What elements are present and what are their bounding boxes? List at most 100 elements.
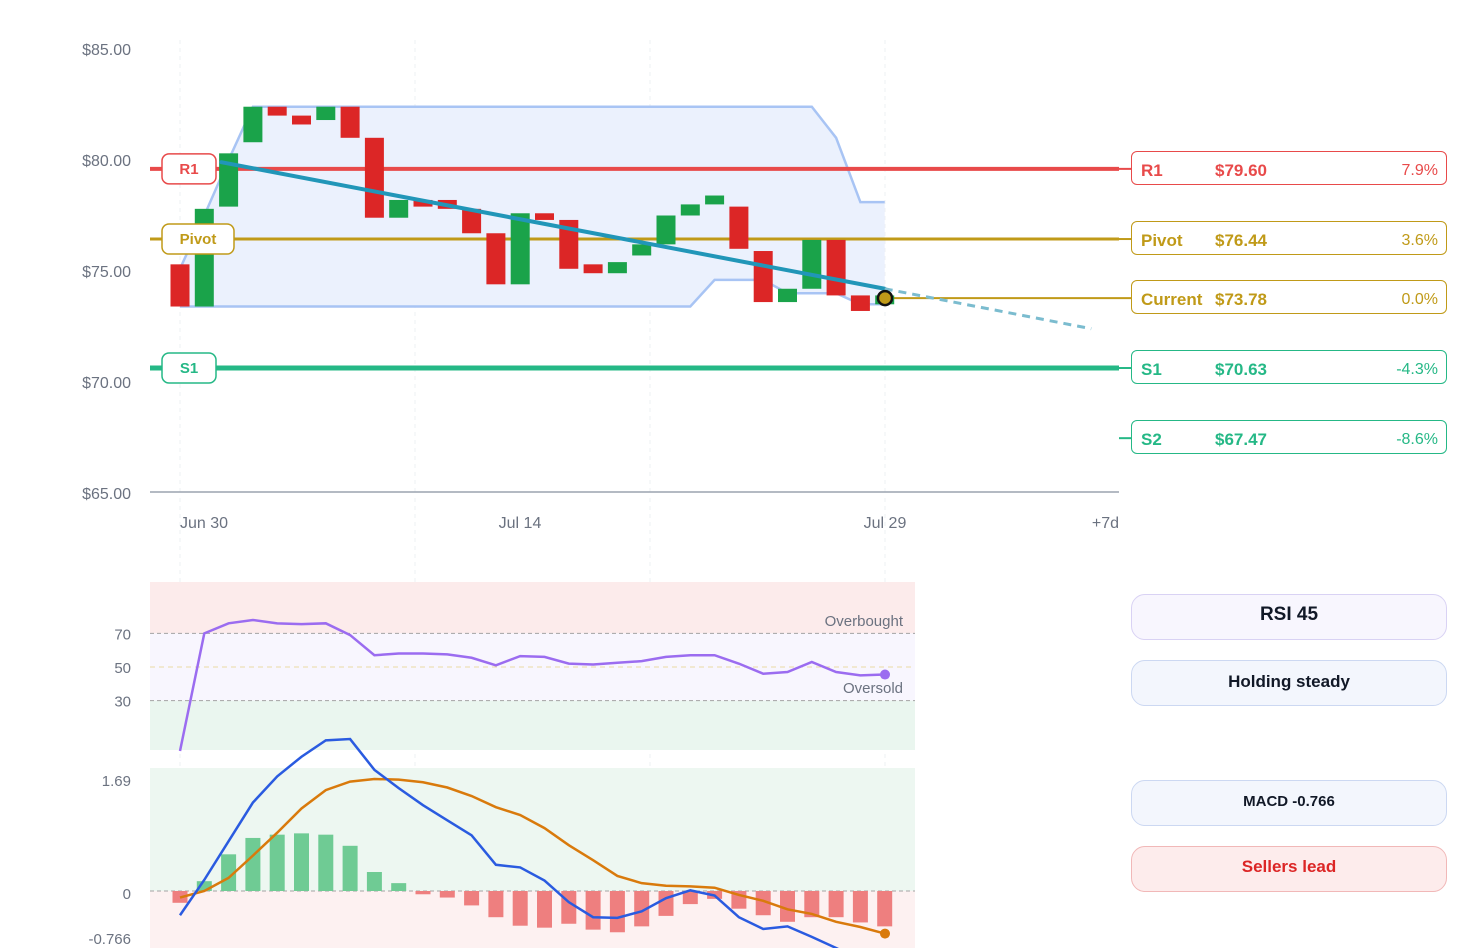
candle bbox=[850, 295, 870, 311]
current-price-marker bbox=[876, 289, 894, 307]
candle bbox=[292, 115, 311, 125]
level-name: S1 bbox=[1141, 360, 1162, 379]
macd-histogram-bar bbox=[488, 891, 504, 918]
macd-positive-zone bbox=[150, 768, 915, 891]
trend-projection-line bbox=[884, 287, 1092, 331]
macd-histogram-bar bbox=[512, 891, 528, 926]
macd-value-card: MACD -0.766 bbox=[1131, 780, 1447, 826]
trend-line bbox=[219, 160, 887, 291]
r1-tag bbox=[161, 153, 217, 185]
rsi-tick-label: 70 bbox=[114, 626, 131, 643]
s1-tag-label: S1 bbox=[180, 360, 198, 377]
macd-histogram-bar bbox=[755, 891, 771, 916]
level-percent: 3.6% bbox=[1401, 232, 1438, 249]
macd-histogram-bar bbox=[537, 891, 552, 928]
macd-status: Sellers lead bbox=[1241, 857, 1337, 876]
candle bbox=[632, 244, 652, 256]
macd-tick-label: 1.69 bbox=[102, 773, 131, 790]
s1-tag bbox=[161, 352, 217, 384]
candle bbox=[486, 233, 506, 285]
candle bbox=[802, 239, 822, 289]
macd-histogram-bar bbox=[634, 891, 650, 927]
price-tick-label: $75.00 bbox=[82, 264, 131, 281]
macd-histogram-bar bbox=[342, 845, 358, 891]
macd-histogram-bar bbox=[828, 891, 844, 918]
candle bbox=[413, 199, 433, 207]
macd-histogram-bar bbox=[415, 891, 431, 895]
level-price: $76.44 bbox=[1215, 231, 1267, 250]
macd-histogram-bar bbox=[439, 891, 455, 898]
macd-histogram-bar bbox=[877, 891, 893, 927]
rsi-tick-label: 30 bbox=[114, 694, 131, 711]
candle bbox=[656, 215, 676, 245]
overbought-label: Overbought bbox=[825, 613, 904, 630]
macd-tick-label: 0 bbox=[123, 886, 131, 903]
rsi-value-card: RSI 45 bbox=[1131, 594, 1447, 640]
macd-histogram-bar bbox=[780, 891, 795, 922]
level-box-s2: S2 $67.47 -8.6% bbox=[1131, 420, 1447, 454]
level-box-r1: R1 $79.60 7.9% bbox=[1131, 151, 1447, 185]
macd-histogram-bar bbox=[852, 891, 868, 923]
rsi-line bbox=[178, 618, 885, 752]
macd-histogram-bar bbox=[391, 883, 407, 891]
price-tick-label: $65.00 bbox=[82, 486, 131, 503]
macd-histogram-bar bbox=[221, 854, 237, 891]
macd-histogram-bar bbox=[464, 891, 480, 906]
level-percent: -8.6% bbox=[1396, 431, 1438, 448]
macd-histogram-bar bbox=[196, 881, 212, 891]
price-channel-band bbox=[180, 106, 885, 307]
candle bbox=[753, 251, 773, 303]
candle bbox=[316, 106, 336, 121]
rsi-oversold-zone bbox=[150, 700, 915, 750]
candle bbox=[267, 106, 287, 116]
candle bbox=[729, 206, 749, 249]
macd-status-card: Sellers lead bbox=[1131, 846, 1447, 892]
pivot-tag-label: Pivot bbox=[180, 231, 217, 248]
level-box-current: Current $73.78 0.0% bbox=[1131, 280, 1447, 314]
price-tick-label: $85.00 bbox=[82, 42, 131, 59]
candle bbox=[389, 199, 409, 218]
candle bbox=[680, 204, 700, 216]
candle bbox=[510, 213, 530, 285]
macd-histogram-bar bbox=[269, 834, 285, 891]
candle bbox=[462, 208, 482, 234]
x-tick-label: Jul 14 bbox=[499, 515, 542, 532]
candle bbox=[559, 219, 579, 269]
candle bbox=[535, 213, 554, 220]
macd-negative-zone bbox=[150, 891, 915, 948]
macd-histogram-bar bbox=[804, 891, 820, 918]
level-name: Current bbox=[1141, 290, 1203, 309]
macd-histogram-bar bbox=[658, 891, 674, 916]
rsi-status: Holding steady bbox=[1228, 672, 1350, 691]
candle bbox=[340, 106, 360, 138]
candle bbox=[705, 195, 725, 205]
x-tick-label: +7d bbox=[1092, 515, 1119, 532]
level-name: R1 bbox=[1141, 161, 1163, 180]
pivot-tag bbox=[161, 223, 235, 255]
macd-histogram-bar bbox=[294, 833, 309, 891]
candle bbox=[364, 137, 384, 218]
rsi-value: RSI 45 bbox=[1259, 604, 1319, 625]
r1-tag-label: R1 bbox=[179, 161, 198, 178]
level-percent: -4.3% bbox=[1396, 361, 1438, 378]
candle bbox=[170, 264, 190, 307]
level-price: $73.78 bbox=[1215, 290, 1267, 309]
candle bbox=[607, 262, 627, 274]
level-percent: 7.9% bbox=[1401, 162, 1438, 179]
level-price: $79.60 bbox=[1215, 161, 1267, 180]
level-name: Pivot bbox=[1141, 231, 1183, 250]
macd-line bbox=[178, 737, 839, 948]
candle bbox=[219, 153, 239, 207]
level-box-s1: S1 $70.63 -4.3% bbox=[1131, 350, 1447, 384]
level-percent: 0.0% bbox=[1401, 291, 1438, 308]
macd-histogram-bar bbox=[682, 891, 698, 905]
macd-signal-line bbox=[179, 777, 886, 935]
rsi-overbought-zone bbox=[150, 582, 915, 634]
level-price: $67.47 bbox=[1215, 430, 1267, 449]
macd-tick-label: -0.766 bbox=[88, 931, 131, 948]
oversold-label: Oversold bbox=[843, 680, 903, 697]
candle bbox=[778, 288, 797, 303]
candle bbox=[583, 264, 603, 274]
price-tick-label: $70.00 bbox=[82, 375, 131, 392]
